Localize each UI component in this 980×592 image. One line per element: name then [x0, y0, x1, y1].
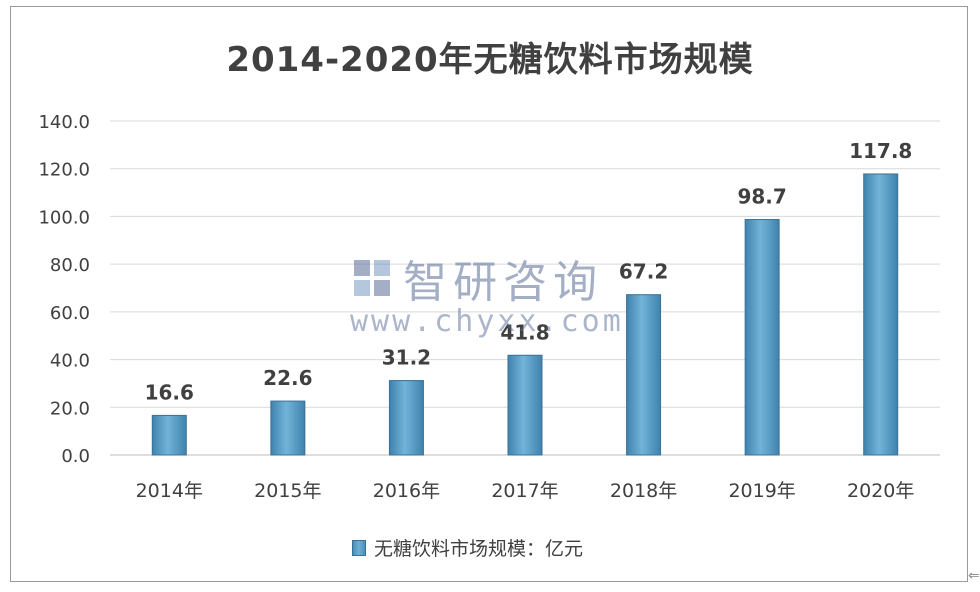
bar [744, 219, 780, 456]
data-labels: 16.6 22.6 31.2 41.8 67.2 98.7 117.8 [145, 139, 913, 404]
data-label: 67.2 [619, 260, 668, 284]
y-tick-label: 140.0 [38, 112, 90, 133]
y-tick-label: 120.0 [38, 160, 90, 181]
x-tick-label: 2020年 [847, 480, 914, 502]
data-label: 31.2 [382, 346, 431, 370]
x-tick-label: 2019年 [728, 480, 795, 502]
bar [270, 400, 306, 456]
y-axis-tick-labels: 0.0 20.0 40.0 60.0 80.0 100.0 120.0 140.0 [38, 112, 90, 467]
legend-swatch [352, 539, 366, 556]
y-tick-label: 20.0 [50, 398, 90, 419]
bar [626, 294, 662, 456]
y-tick-label: 60.0 [50, 303, 90, 324]
y-tick-label: 100.0 [38, 207, 90, 228]
bars [151, 173, 899, 456]
x-tick-label: 2017年 [491, 480, 558, 502]
legend: 无糖饮料市场规模：亿元 [352, 534, 583, 561]
bar [151, 414, 187, 456]
y-tick-label: 0.0 [61, 446, 90, 467]
x-tick-label: 2018年 [610, 480, 677, 502]
y-tick-label: 40.0 [50, 351, 90, 372]
bar [388, 380, 424, 456]
y-tick-label: 80.0 [50, 255, 90, 276]
chart-frame [10, 6, 968, 582]
data-label: 22.6 [263, 366, 312, 390]
bar [863, 173, 899, 456]
corner-arrow-icon: ⇐ [968, 568, 980, 584]
x-tick-label: 2015年 [254, 480, 321, 502]
chart-title: 2014-2020年无糖饮料市场规模 [226, 40, 754, 80]
legend-label: 无糖饮料市场规模：亿元 [374, 538, 584, 560]
bar [507, 354, 543, 456]
x-tick-label: 2014年 [136, 480, 203, 502]
x-tick-label: 2016年 [373, 480, 440, 502]
data-label: 117.8 [849, 139, 912, 163]
data-label: 98.7 [737, 185, 786, 209]
data-label: 41.8 [500, 320, 549, 344]
x-axis-tick-labels: 2014年 2015年 2016年 2017年 2018年 2019年 2020年 [136, 480, 915, 502]
data-label: 16.6 [145, 380, 194, 404]
